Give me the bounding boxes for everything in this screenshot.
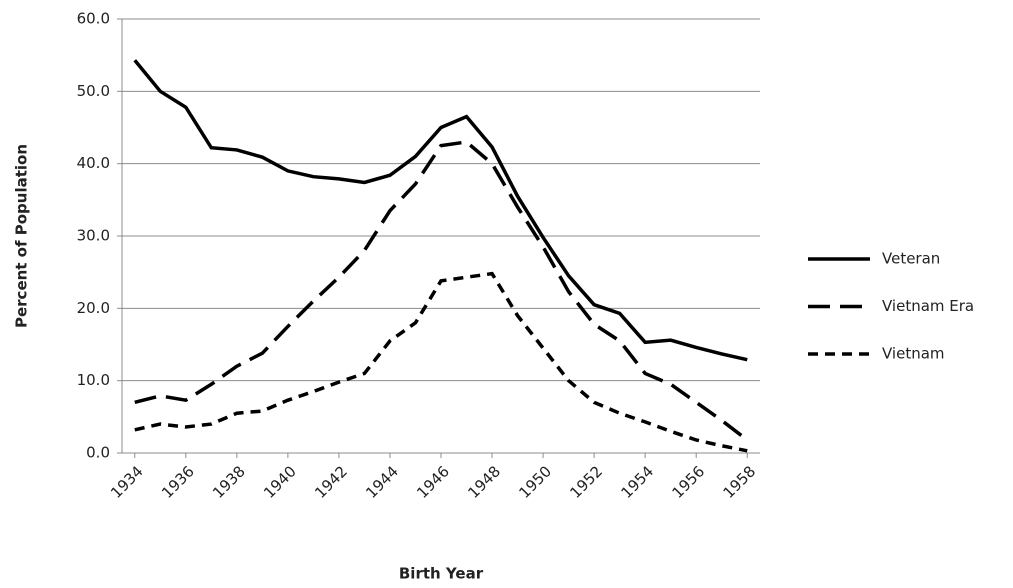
series-line: [134, 271, 748, 453]
y-tick-label: 60.0: [77, 10, 110, 28]
y-tick-label: 40.0: [77, 154, 110, 172]
x-tick-label: 1952: [566, 462, 606, 502]
legend-label: Vietnam: [882, 345, 945, 363]
x-tick-label: 1956: [668, 462, 708, 502]
x-axis-title: Birth Year: [399, 565, 484, 583]
y-tick-label: 0.0: [86, 444, 110, 462]
x-tick-label: 1946: [413, 462, 453, 502]
x-tick-label: 1954: [617, 462, 657, 502]
series-line: [134, 140, 749, 442]
x-tick-label: 1938: [209, 462, 249, 502]
x-tick-label: 1936: [158, 462, 198, 502]
y-tick-label: 30.0: [77, 227, 110, 245]
series-line: [133, 59, 748, 362]
y-axis-title: Percent of Population: [13, 144, 31, 328]
x-tick-label: 1958: [720, 462, 760, 502]
legend-label: Vietnam Era: [882, 297, 974, 315]
x-tick-label: 1934: [107, 462, 147, 502]
x-tick-label: 1948: [464, 462, 504, 502]
legend-label: Veteran: [882, 250, 940, 268]
y-tick-label: 20.0: [77, 299, 110, 317]
y-tick-label: 50.0: [77, 82, 110, 100]
x-tick-label: 1950: [515, 462, 555, 502]
y-tick-label: 10.0: [77, 371, 110, 389]
x-tick-label: 1942: [311, 462, 351, 502]
x-tick-label: 1940: [260, 462, 300, 502]
x-tick-label: 1944: [362, 462, 402, 502]
